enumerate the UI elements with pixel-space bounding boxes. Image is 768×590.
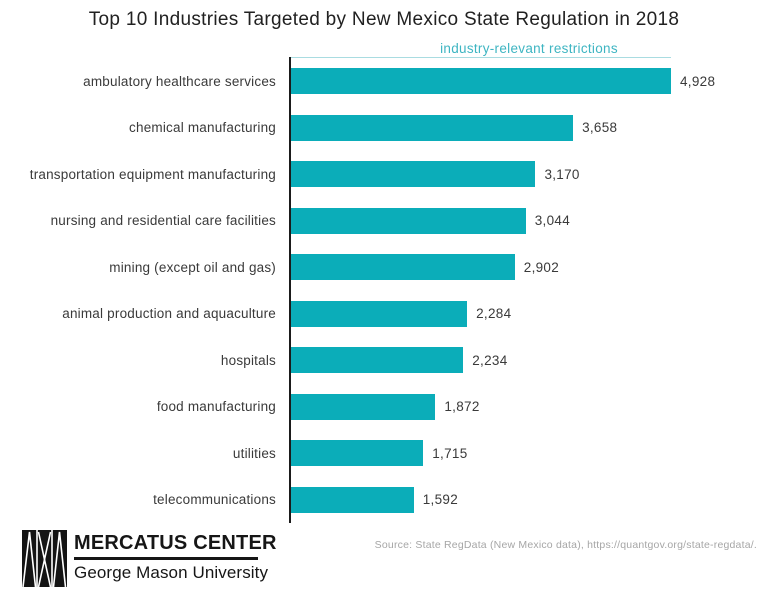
logo-text-block: MERCATUS CENTER George Mason University bbox=[74, 532, 277, 583]
bar-row: mining (except oil and gas) 2,902 bbox=[0, 244, 768, 291]
bar-row: ambulatory healthcare services 4,928 bbox=[0, 58, 768, 105]
logo-subtitle: George Mason University bbox=[74, 562, 269, 582]
bar bbox=[291, 161, 536, 188]
bar-row: animal production and aquaculture 2,284 bbox=[0, 291, 768, 338]
category-label: utilities bbox=[232, 445, 276, 461]
value-label: 2,284 bbox=[476, 306, 512, 322]
bar-row: nursing and residential care facilities 3… bbox=[0, 198, 768, 245]
logo-divider bbox=[74, 557, 258, 560]
bar-row: food manufacturing 1,872 bbox=[0, 384, 768, 431]
bar bbox=[291, 486, 414, 513]
bar-rows: ambulatory healthcare services 4,928 chemi… bbox=[0, 58, 768, 523]
value-label: 2,902 bbox=[523, 259, 560, 275]
category-label: hospitals bbox=[220, 352, 276, 368]
bar-track: 1,872 bbox=[291, 393, 768, 420]
value-label: 1,872 bbox=[444, 399, 480, 415]
bar bbox=[291, 300, 468, 327]
bar bbox=[291, 254, 515, 281]
bar bbox=[291, 347, 464, 374]
logo-title: MERCATUS CENTER bbox=[74, 532, 277, 554]
bar bbox=[291, 393, 436, 420]
value-label: 3,170 bbox=[544, 166, 580, 182]
category-label: chemical manufacturing bbox=[129, 120, 276, 136]
bar bbox=[291, 440, 424, 467]
category-label: telecommunications bbox=[153, 492, 276, 508]
category-label: ambulatory healthcare services bbox=[83, 73, 276, 89]
plot-top-border bbox=[290, 57, 671, 58]
bar-row: chemical manufacturing 3,658 bbox=[0, 105, 768, 152]
category-label: food manufacturing bbox=[156, 399, 276, 415]
x-axis-title: industry-relevant restrictions bbox=[440, 41, 618, 56]
category-label: animal production and aquaculture bbox=[62, 306, 276, 322]
category-label: mining (except oil and gas) bbox=[109, 259, 276, 275]
bar-row: transportation equipment manufacturing 3,… bbox=[0, 151, 768, 198]
bar-track: 2,234 bbox=[291, 347, 768, 374]
bar-track: 1,715 bbox=[291, 440, 768, 467]
value-label: 4,928 bbox=[680, 73, 716, 89]
bar-track: 2,284 bbox=[291, 300, 768, 327]
chart-title: Top 10 Industries Targeted by New Mexico… bbox=[88, 9, 680, 30]
mercatus-logo-icon bbox=[22, 530, 67, 587]
bar bbox=[291, 207, 526, 234]
value-label: 1,592 bbox=[422, 492, 459, 508]
bar-track: 3,170 bbox=[291, 161, 768, 188]
value-label: 2,234 bbox=[472, 352, 508, 368]
bar-track: 2,902 bbox=[291, 254, 768, 281]
category-label: nursing and residential care facilities bbox=[50, 213, 276, 229]
bar-track: 3,658 bbox=[291, 114, 768, 141]
bar-row: utilities 1,715 bbox=[0, 430, 768, 477]
value-label: 3,044 bbox=[534, 213, 571, 229]
y-axis-line bbox=[289, 57, 291, 523]
bar bbox=[291, 114, 574, 141]
bar-track: 1,592 bbox=[291, 486, 768, 513]
source-text: Source: State RegData (New Mexico data),… bbox=[374, 539, 757, 551]
value-label: 3,658 bbox=[582, 120, 618, 136]
bar-track: 4,928 bbox=[291, 68, 768, 95]
bar-row: hospitals 2,234 bbox=[0, 337, 768, 384]
bar bbox=[291, 68, 671, 95]
bar-track: 3,044 bbox=[291, 207, 768, 234]
bar-row: telecommunications 1,592 bbox=[0, 477, 768, 524]
value-label: 1,715 bbox=[432, 445, 468, 461]
category-label: transportation equipment manufacturing bbox=[29, 166, 276, 182]
